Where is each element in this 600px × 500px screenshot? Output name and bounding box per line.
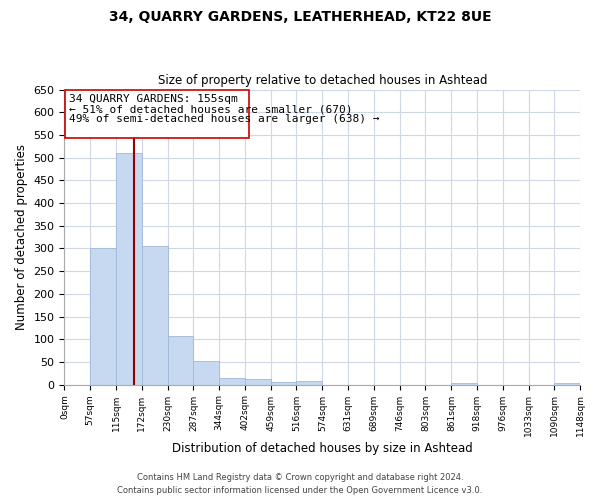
Bar [451, 383, 477, 384]
Bar [296, 382, 322, 384]
Bar [245, 378, 271, 384]
Bar [90, 248, 116, 384]
Text: 34, QUARRY GARDENS, LEATHERHEAD, KT22 8UE: 34, QUARRY GARDENS, LEATHERHEAD, KT22 8U… [109, 10, 491, 24]
Bar [116, 153, 142, 384]
Text: 49% of semi-detached houses are larger (638) →: 49% of semi-detached houses are larger (… [69, 114, 379, 124]
Title: Size of property relative to detached houses in Ashtead: Size of property relative to detached ho… [158, 74, 487, 87]
Bar [142, 246, 168, 384]
FancyBboxPatch shape [65, 90, 249, 138]
Bar [193, 361, 219, 384]
Bar [219, 378, 245, 384]
Y-axis label: Number of detached properties: Number of detached properties [15, 144, 28, 330]
Bar [168, 336, 193, 384]
Bar [554, 383, 580, 384]
X-axis label: Distribution of detached houses by size in Ashtead: Distribution of detached houses by size … [172, 442, 473, 455]
Bar [271, 382, 296, 384]
Text: Contains HM Land Registry data © Crown copyright and database right 2024.
Contai: Contains HM Land Registry data © Crown c… [118, 474, 482, 495]
Text: 34 QUARRY GARDENS: 155sqm: 34 QUARRY GARDENS: 155sqm [69, 94, 238, 104]
Text: ← 51% of detached houses are smaller (670): ← 51% of detached houses are smaller (67… [69, 104, 352, 114]
